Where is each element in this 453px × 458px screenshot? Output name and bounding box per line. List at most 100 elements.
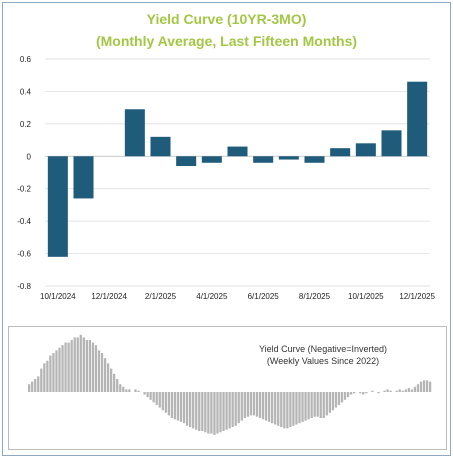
- weekly-bar: [428, 381, 432, 392]
- weekly-bar: [398, 389, 401, 392]
- x-tick-label: 6/1/2025: [248, 292, 280, 301]
- weekly-bar: [425, 380, 429, 392]
- weekly-bar: [386, 389, 389, 392]
- weekly-bar: [237, 392, 240, 424]
- x-tick-label: 12/1/2024: [91, 292, 127, 301]
- weekly-bar: [198, 392, 201, 431]
- weekly-bar: [225, 392, 228, 430]
- weekly-bar: [94, 345, 98, 392]
- weekly-bar: [340, 392, 344, 403]
- weekly-bar: [143, 392, 146, 395]
- y-tick-label: 0.4: [20, 87, 32, 96]
- weekly-bar: [343, 392, 347, 400]
- weekly-bar: [383, 390, 386, 392]
- y-tick-label: -0.2: [17, 185, 31, 194]
- y-tick-label: 0.2: [20, 120, 32, 129]
- weekly-bar: [58, 347, 61, 392]
- weekly-bar: [313, 392, 316, 417]
- weekly-bar: [40, 368, 43, 392]
- weekly-bar: [331, 392, 335, 411]
- x-tick-label: 10/1/2024: [40, 292, 76, 301]
- weekly-bar: [55, 350, 58, 392]
- weekly-bar: [286, 392, 289, 429]
- weekly-bar: [185, 392, 189, 426]
- weekly-bar: [258, 392, 262, 418]
- weekly-bar: [73, 337, 76, 392]
- weekly-bar: [137, 390, 140, 392]
- weekly-bar: [173, 392, 177, 420]
- weekly-bar: [277, 392, 280, 426]
- weekly-bar: [407, 388, 410, 392]
- x-tick-label: 4/1/2025: [196, 292, 228, 301]
- weekly-bar: [161, 392, 164, 411]
- weekly-bar: [155, 392, 158, 405]
- weekly-bar: [210, 392, 213, 434]
- bar: [355, 143, 376, 157]
- x-tick-label: 10/1/2025: [348, 292, 384, 301]
- bar: [381, 130, 402, 157]
- bar: [253, 156, 274, 163]
- weekly-bar: [52, 353, 55, 392]
- weekly-bar: [401, 390, 404, 392]
- weekly-bar: [328, 392, 331, 413]
- weekly-bar: [365, 392, 368, 394]
- weekly-bar: [349, 392, 353, 395]
- weekly-bar: [149, 392, 152, 400]
- weekly-bar: [389, 390, 392, 392]
- bar: [47, 156, 68, 257]
- x-tick-label: 2/1/2025: [145, 292, 177, 301]
- weekly-bar: [164, 392, 167, 413]
- weekly-bar: [249, 392, 253, 416]
- weekly-bar: [134, 389, 137, 392]
- weekly-bar: [240, 392, 243, 421]
- weekly-bar: [295, 392, 298, 425]
- weekly-bar: [319, 392, 322, 418]
- weekly-bar: [377, 392, 380, 394]
- weekly-bar: [28, 384, 31, 392]
- weekly-bar: [213, 392, 216, 435]
- weekly-bar: [103, 358, 107, 392]
- weekly-bar: [61, 345, 64, 392]
- weekly-bar: [416, 384, 420, 392]
- weekly-bar: [167, 392, 171, 416]
- weekly-bar: [49, 355, 52, 392]
- bar: [304, 156, 325, 163]
- weekly-bar: [334, 392, 338, 408]
- inset-subtitle: (Weekly Values Since 2022): [266, 356, 380, 366]
- weekly-bar: [322, 392, 325, 418]
- weekly-bar: [271, 392, 274, 424]
- y-tick-label: 0.6: [20, 55, 32, 64]
- weekly-bar: [82, 337, 85, 392]
- weekly-bar: [261, 392, 265, 420]
- weekly-bar: [37, 376, 40, 392]
- bar: [176, 156, 197, 167]
- chart-title: Yield Curve (10YR-3MO): [146, 11, 307, 27]
- weekly-bar: [170, 392, 174, 418]
- weekly-bar: [116, 379, 119, 392]
- weekly-bar: [255, 392, 259, 417]
- bar: [407, 81, 428, 157]
- weekly-bar: [195, 392, 198, 430]
- weekly-bar: [316, 392, 319, 417]
- weekly-bar: [280, 392, 283, 428]
- weekly-bar: [267, 392, 271, 422]
- weekly-bar: [404, 389, 407, 392]
- x-tick-label: 8/1/2025: [299, 292, 331, 301]
- y-tick-label: -0.4: [17, 217, 31, 226]
- weekly-bar: [307, 392, 310, 420]
- weekly-bar: [113, 373, 116, 392]
- weekly-bar: [231, 392, 234, 428]
- bar: [227, 146, 248, 157]
- weekly-bar: [222, 392, 225, 431]
- weekly-bar: [79, 334, 82, 392]
- weekly-bar: [264, 392, 268, 421]
- weekly-bar: [395, 390, 398, 392]
- weekly-bar: [310, 392, 313, 418]
- weekly-bar: [176, 392, 180, 421]
- weekly-bar: [43, 363, 46, 392]
- weekly-bar: [128, 389, 131, 392]
- weekly-bar: [100, 353, 104, 392]
- weekly-bar: [219, 392, 222, 433]
- weekly-bar: [188, 392, 192, 428]
